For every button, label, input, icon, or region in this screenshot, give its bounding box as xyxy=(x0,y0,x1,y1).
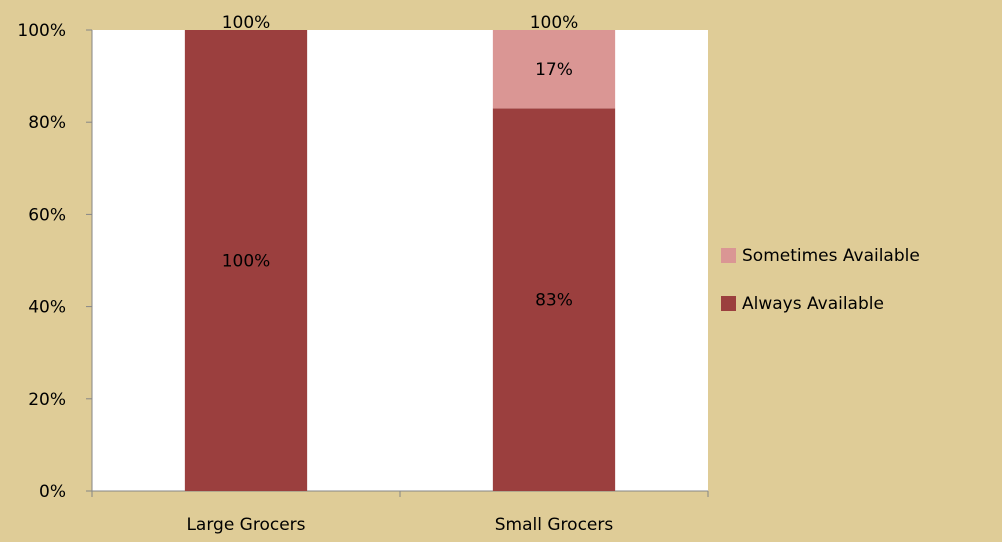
legend-label: Sometimes Available xyxy=(742,246,920,266)
y-tick-label: 100% xyxy=(17,21,66,41)
y-tick-label: 80% xyxy=(28,113,66,133)
legend-swatch xyxy=(721,296,736,311)
y-tick-label: 40% xyxy=(28,298,66,318)
total-label: 100% xyxy=(222,13,271,33)
legend-label: Always Available xyxy=(742,294,884,314)
bar-segment xyxy=(492,30,616,109)
data-label: 100% xyxy=(222,252,271,272)
plot-area xyxy=(92,30,708,491)
y-tick-label: 20% xyxy=(28,390,66,410)
y-tick-label: 0% xyxy=(39,482,66,502)
x-tick-label: Small Grocers xyxy=(495,515,614,535)
bar-segment xyxy=(184,30,308,491)
legend-swatch xyxy=(721,248,736,263)
data-label: 83% xyxy=(535,291,573,311)
x-tick-label: Large Grocers xyxy=(186,515,305,535)
y-tick-label: 60% xyxy=(28,205,66,225)
data-label: 17% xyxy=(535,60,573,80)
bar-segment xyxy=(492,108,616,492)
total-label: 100% xyxy=(530,13,579,33)
